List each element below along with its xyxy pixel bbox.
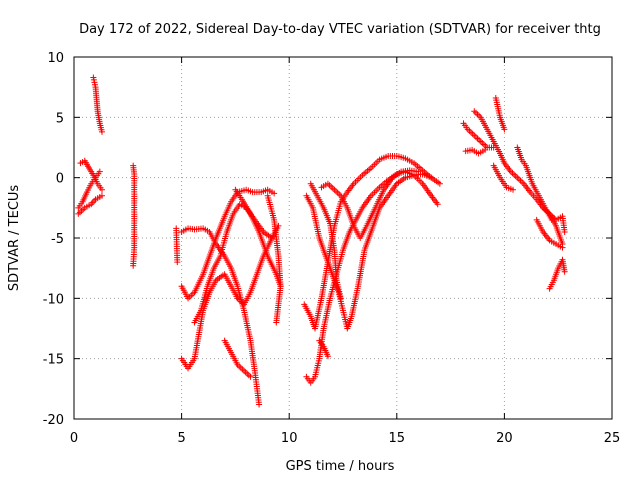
y-tick-label: -10 <box>43 292 64 307</box>
y-tick-label: -20 <box>43 413 64 428</box>
x-axis-ticks: 0 5 10 15 20 25 <box>70 57 620 446</box>
data-point <box>174 259 181 266</box>
y-tick-label: -5 <box>51 232 64 247</box>
data-point <box>98 186 105 193</box>
data-point <box>271 190 278 197</box>
x-tick-label: 0 <box>70 431 78 446</box>
y-tick-label: 0 <box>56 172 64 187</box>
data-point <box>415 168 422 175</box>
data-point <box>501 126 508 133</box>
x-tick-label: 15 <box>389 431 406 446</box>
x-tick-label: 10 <box>281 431 298 446</box>
data-point <box>434 201 441 208</box>
x-axis-label: GPS time / hours <box>286 459 395 474</box>
y-tick-label: 5 <box>56 111 64 126</box>
data-point <box>324 353 331 360</box>
data-point <box>98 128 105 135</box>
chart-title: Day 172 of 2022, Sidereal Day-to-day VTE… <box>79 22 601 37</box>
data-point <box>337 295 344 302</box>
y-axis-label: SDTVAR / TECUs <box>7 185 22 292</box>
data-point <box>247 373 254 380</box>
x-tick-label: 5 <box>177 431 185 446</box>
data-point <box>98 192 105 199</box>
grid <box>74 57 612 419</box>
data-point <box>559 241 566 248</box>
data-point <box>256 401 263 408</box>
x-tick-label: 25 <box>604 431 621 446</box>
y-axis-ticks: -20 -15 -10 -5 0 5 10 <box>43 51 612 428</box>
data-point <box>130 262 137 269</box>
data-point <box>428 174 435 181</box>
x-tick-label: 20 <box>496 431 513 446</box>
y-tick-label: -15 <box>43 353 64 368</box>
data-point <box>436 180 443 187</box>
data-point <box>273 319 280 326</box>
y-tick-label: 10 <box>47 51 64 66</box>
data-point <box>96 168 103 175</box>
data-point <box>268 235 275 241</box>
data-point <box>482 146 489 153</box>
data-points <box>75 74 568 408</box>
data-point <box>510 186 517 193</box>
data-point <box>561 228 568 235</box>
data-point <box>561 268 568 275</box>
